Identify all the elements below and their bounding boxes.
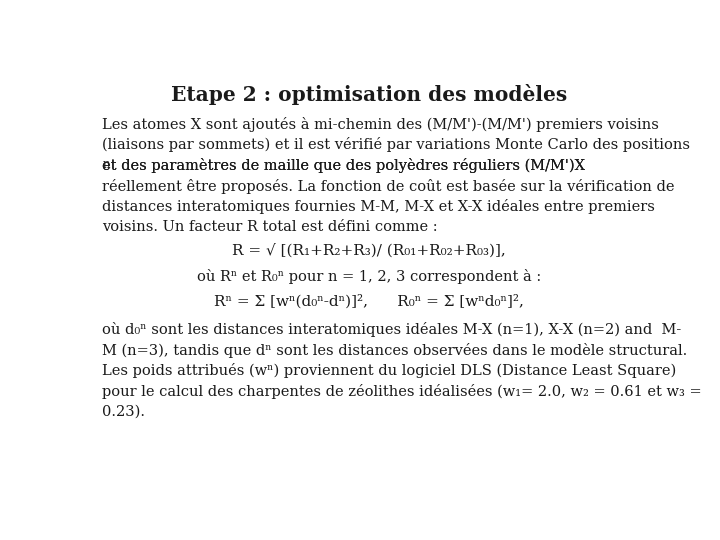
Text: R = √ [(R₁+R₂+R₃)/ (R₀₁+R₀₂+R₀₃)],: R = √ [(R₁+R₂+R₃)/ (R₀₁+R₀₂+R₀₃)], [232, 244, 506, 258]
Text: et des paramètres de maille que des polyèdres réguliers (M/M')X: et des paramètres de maille que des poly… [102, 158, 585, 173]
Text: Rⁿ = Σ [wⁿ(d₀ⁿ-dⁿ)]²,      R₀ⁿ = Σ [wⁿd₀ⁿ]²,: Rⁿ = Σ [wⁿ(d₀ⁿ-dⁿ)]², R₀ⁿ = Σ [wⁿd₀ⁿ]², [214, 294, 524, 308]
Text: Etape 2 : optimisation des modèles: Etape 2 : optimisation des modèles [171, 84, 567, 105]
Text: voisins. Un facteur R total est défini comme :: voisins. Un facteur R total est défini c… [102, 220, 438, 234]
Text: n: n [102, 158, 109, 171]
Text: où d₀ⁿ sont les distances interatomiques idéales M-X (n=1), X-X (n=2) and  M-: où d₀ⁿ sont les distances interatomiques… [102, 322, 682, 337]
Text: où Rⁿ et R₀ⁿ pour n = 1, 2, 3 correspondent à :: où Rⁿ et R₀ⁿ pour n = 1, 2, 3 correspond… [197, 269, 541, 284]
Text: 0.23).: 0.23). [102, 404, 145, 418]
Text: (liaisons par sommets) et il est vérifié par variations Monte Carlo des position: (liaisons par sommets) et il est vérifié… [102, 137, 690, 152]
Text: Les atomes X sont ajoutés à mi-chemin des (M/M')-(M/M') premiers voisins: Les atomes X sont ajoutés à mi-chemin de… [102, 117, 659, 132]
Text: et des paramètres de maille que des polyèdres réguliers (M/M')X: et des paramètres de maille que des poly… [102, 158, 585, 173]
Text: distances interatomiques fournies M-M, M-X et X-X idéales entre premiers: distances interatomiques fournies M-M, M… [102, 199, 655, 214]
Text: M (n=3), tandis que dⁿ sont les distances observées dans le modèle structural.: M (n=3), tandis que dⁿ sont les distance… [102, 342, 688, 357]
Text: Les poids attribués (wⁿ) proviennent du logiciel DLS (Distance Least Square): Les poids attribués (wⁿ) proviennent du … [102, 363, 677, 378]
Text: pour le calcul des charpentes de zéolithes idéalisées (w₁= 2.0, w₂ = 0.61 et w₃ : pour le calcul des charpentes de zéolith… [102, 384, 702, 399]
Text: réellement être proposés. La fonction de coût est basée sur la vérification de: réellement être proposés. La fonction de… [102, 179, 675, 193]
